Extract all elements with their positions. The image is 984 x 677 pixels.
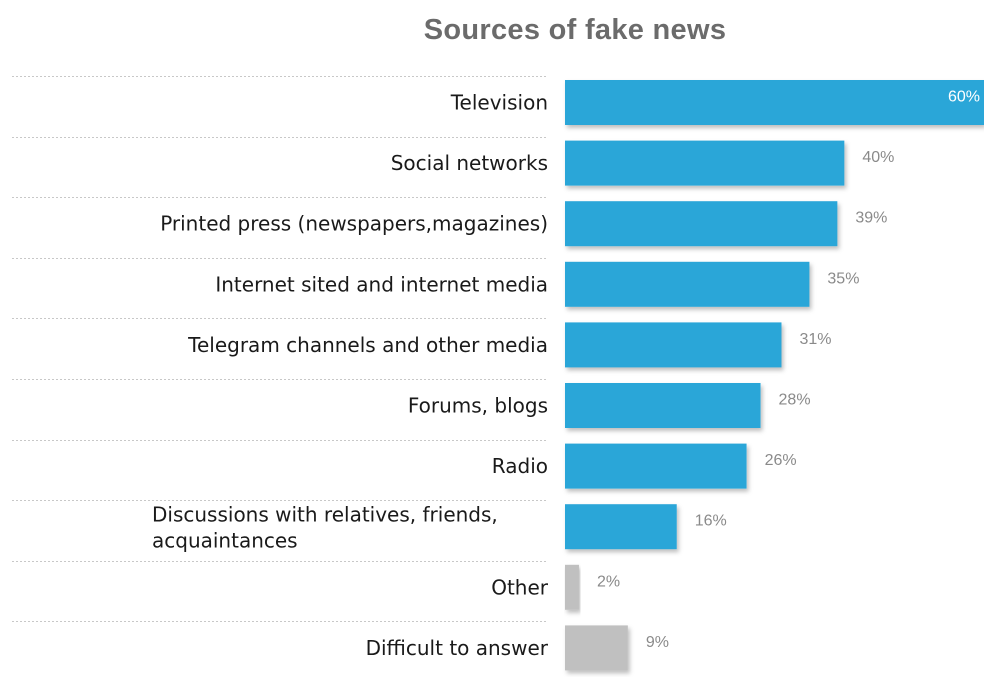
bar [565, 322, 782, 368]
category-labels: Television Social networks Printed press (… [152, 91, 549, 660]
separator-lines [12, 76, 548, 622]
value-label: 2% [597, 573, 620, 590]
value-label: 26% [765, 452, 797, 469]
bar [565, 80, 984, 125]
bar [565, 564, 579, 610]
bar [565, 504, 677, 550]
value-label: 39% [855, 210, 887, 227]
value-label: 35% [827, 270, 859, 287]
bar [565, 261, 810, 307]
value-label: 31% [799, 331, 831, 348]
category-label: Printed press (newspapers,magazines) [160, 212, 548, 236]
category-label: Television [450, 91, 548, 115]
category-label: Discussions with relatives, friends, acqu… [152, 503, 498, 553]
category-label: Internet sited and internet media [215, 272, 548, 296]
value-label: 60% [948, 89, 980, 106]
category-label: Other [491, 575, 549, 599]
category-label: Forums, blogs [408, 394, 548, 418]
bar [565, 443, 747, 489]
category-label: Radio [492, 454, 548, 478]
value-label: 28% [779, 392, 811, 409]
bar [565, 383, 761, 428]
category-label: Telegram channels and other media [187, 333, 548, 357]
bar [565, 201, 838, 247]
chart-title: Sources of fake news [423, 14, 727, 46]
value-label: 16% [695, 513, 727, 530]
category-label: Difficult to answer [366, 636, 549, 660]
bars [565, 80, 984, 671]
bar [565, 625, 628, 671]
value-label: 40% [862, 149, 894, 166]
value-labels: 60% 40% 39% 35% 31% 28% 26% 16% 2% 9% [597, 89, 980, 651]
bar [565, 140, 845, 186]
value-label: 9% [646, 634, 669, 651]
category-label: Social networks [391, 151, 548, 175]
